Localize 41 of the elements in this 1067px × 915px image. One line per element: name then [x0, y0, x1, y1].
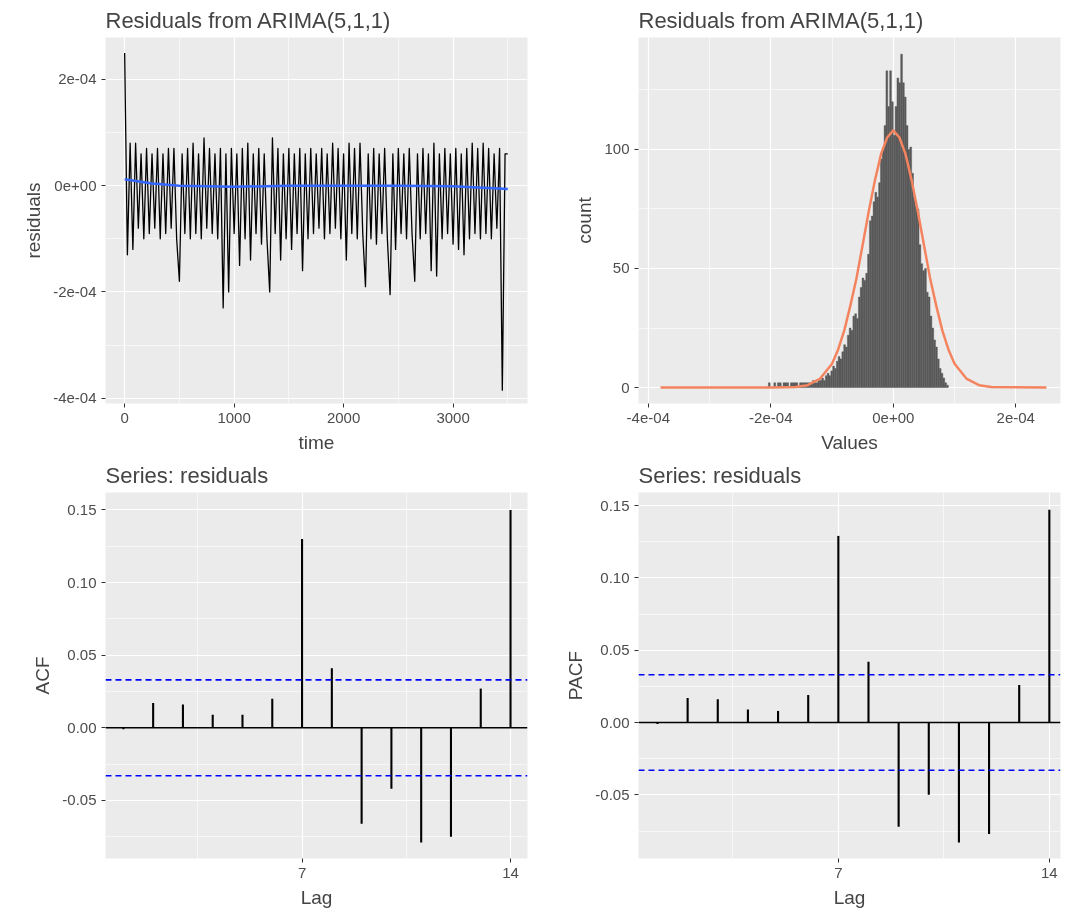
- y-tick-label: 0.00: [67, 718, 97, 736]
- chart-title: Series: residuals: [638, 462, 802, 488]
- x-tick-label: 7: [297, 863, 307, 881]
- x-tick-label: 14: [1041, 863, 1058, 881]
- y-tick-label: 0: [621, 378, 630, 396]
- x-axis-title: Lag: [833, 886, 866, 908]
- y-tick-label: 100: [604, 140, 630, 158]
- x-tick-label: 2000: [326, 408, 361, 426]
- x-tick-label: 7: [834, 863, 843, 881]
- y-tick-label: 0.10: [67, 573, 97, 591]
- x-axis-title: time: [298, 431, 335, 453]
- y-axis-title: residuals: [23, 182, 45, 259]
- x-tick-label: -4e-04: [626, 408, 670, 426]
- y-tick-label: 0e+00: [54, 176, 97, 194]
- x-tick-label: 1000: [217, 408, 251, 426]
- y-tick-label: 0.15: [600, 496, 630, 514]
- y-tick-label: 0.00: [600, 713, 630, 731]
- y-tick-label: -0.05: [62, 791, 97, 809]
- x-tick-label: 0: [120, 408, 129, 426]
- chart-title: Residuals from ARIMA(5,1,1): [105, 7, 391, 33]
- y-tick-label: 0.05: [600, 641, 630, 659]
- y-tick-label: -0.05: [595, 785, 630, 803]
- y-axis-title: PACF: [565, 650, 587, 701]
- y-tick-label: 50: [612, 259, 630, 277]
- x-tick-label: 2e-04: [996, 408, 1035, 426]
- y-tick-label: 0.05: [67, 646, 97, 664]
- chart-title: Residuals from ARIMA(5,1,1): [638, 7, 924, 33]
- x-tick-label: 0e+00: [872, 408, 915, 426]
- chart-title: Series: residuals: [105, 462, 269, 488]
- x-tick-label: -2e-04: [749, 408, 793, 426]
- x-tick-label: 3000: [436, 408, 470, 426]
- y-tick-label: -4e-04: [53, 389, 97, 407]
- y-axis-title: count: [574, 196, 596, 244]
- y-tick-label: 0.10: [600, 568, 630, 586]
- y-axis-title: ACF: [32, 656, 54, 695]
- x-tick-label: 14: [502, 863, 519, 881]
- y-tick-label: -2e-04: [53, 282, 97, 300]
- x-axis-title: Lag: [300, 886, 333, 908]
- x-axis-title: Values: [821, 431, 878, 453]
- y-tick-label: 2e-04: [58, 70, 97, 88]
- y-tick-label: 0.15: [67, 500, 97, 518]
